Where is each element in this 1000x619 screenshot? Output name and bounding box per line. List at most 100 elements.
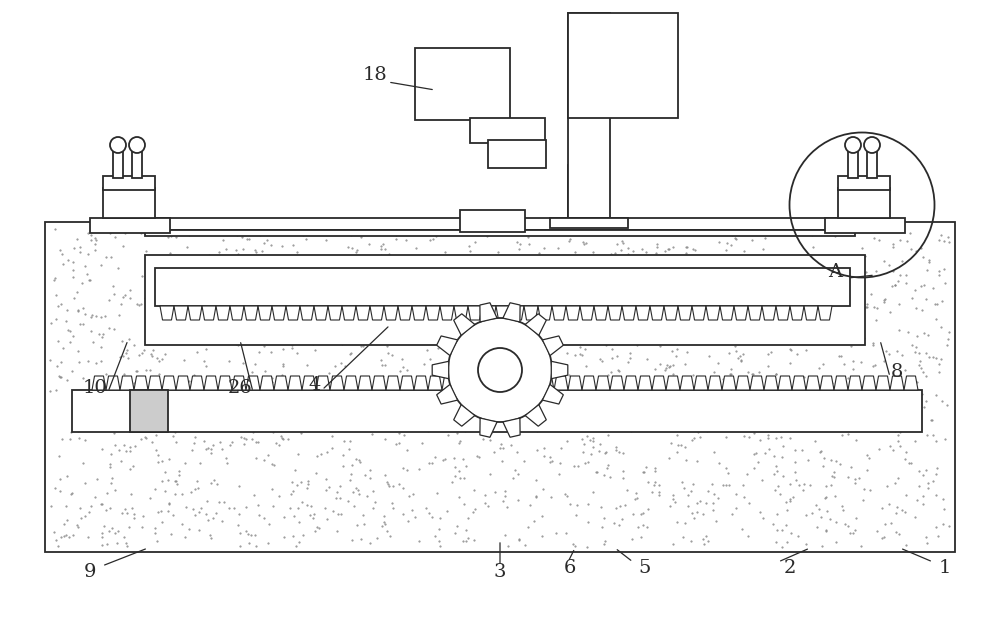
Polygon shape bbox=[437, 384, 458, 404]
Polygon shape bbox=[470, 376, 484, 390]
Polygon shape bbox=[554, 376, 568, 390]
Polygon shape bbox=[652, 376, 666, 390]
Polygon shape bbox=[216, 306, 230, 320]
Polygon shape bbox=[134, 376, 148, 390]
Polygon shape bbox=[792, 376, 806, 390]
Polygon shape bbox=[596, 376, 610, 390]
Polygon shape bbox=[622, 306, 636, 320]
Polygon shape bbox=[551, 361, 568, 379]
Bar bbox=[867, 148, 877, 178]
Polygon shape bbox=[582, 376, 596, 390]
Polygon shape bbox=[525, 405, 546, 426]
Polygon shape bbox=[384, 306, 398, 320]
Polygon shape bbox=[286, 306, 300, 320]
Polygon shape bbox=[428, 376, 442, 390]
Polygon shape bbox=[314, 306, 328, 320]
Polygon shape bbox=[386, 376, 400, 390]
Polygon shape bbox=[638, 376, 652, 390]
Polygon shape bbox=[468, 306, 482, 320]
Polygon shape bbox=[288, 376, 302, 390]
Bar bbox=[460, 210, 525, 232]
Polygon shape bbox=[258, 306, 272, 320]
Polygon shape bbox=[722, 376, 736, 390]
Polygon shape bbox=[804, 306, 818, 320]
Polygon shape bbox=[750, 376, 764, 390]
Polygon shape bbox=[503, 303, 520, 322]
Polygon shape bbox=[218, 376, 232, 390]
Polygon shape bbox=[174, 306, 188, 320]
Text: 6: 6 bbox=[564, 559, 576, 577]
Polygon shape bbox=[608, 306, 622, 320]
Polygon shape bbox=[624, 376, 638, 390]
Bar bbox=[155, 268, 850, 306]
Polygon shape bbox=[106, 376, 120, 390]
Polygon shape bbox=[370, 306, 384, 320]
Polygon shape bbox=[734, 306, 748, 320]
Polygon shape bbox=[190, 376, 204, 390]
Polygon shape bbox=[160, 306, 174, 320]
Polygon shape bbox=[820, 376, 834, 390]
Polygon shape bbox=[316, 376, 330, 390]
Text: 10: 10 bbox=[83, 379, 107, 397]
Polygon shape bbox=[904, 376, 918, 390]
Circle shape bbox=[129, 137, 145, 153]
Polygon shape bbox=[526, 376, 540, 390]
Bar bbox=[488, 140, 546, 168]
Circle shape bbox=[864, 137, 880, 153]
Polygon shape bbox=[437, 336, 458, 355]
Circle shape bbox=[448, 318, 552, 422]
Polygon shape bbox=[706, 306, 720, 320]
Polygon shape bbox=[776, 306, 790, 320]
Bar bbox=[838, 188, 890, 218]
Polygon shape bbox=[510, 306, 524, 320]
Bar bbox=[470, 118, 545, 143]
Polygon shape bbox=[890, 376, 904, 390]
Polygon shape bbox=[566, 306, 580, 320]
Polygon shape bbox=[344, 376, 358, 390]
Polygon shape bbox=[580, 306, 594, 320]
Polygon shape bbox=[498, 376, 512, 390]
Bar bbox=[145, 230, 855, 236]
Polygon shape bbox=[568, 376, 582, 390]
Polygon shape bbox=[202, 306, 216, 320]
Bar bbox=[103, 176, 155, 190]
Bar bbox=[825, 218, 905, 233]
Polygon shape bbox=[330, 376, 344, 390]
Polygon shape bbox=[204, 376, 218, 390]
Polygon shape bbox=[806, 376, 820, 390]
Text: 3: 3 bbox=[494, 563, 506, 581]
Polygon shape bbox=[524, 306, 538, 320]
Polygon shape bbox=[148, 376, 162, 390]
Text: 1: 1 bbox=[939, 559, 951, 577]
Polygon shape bbox=[496, 306, 510, 320]
Polygon shape bbox=[542, 384, 563, 404]
Bar bbox=[45, 222, 955, 552]
Polygon shape bbox=[503, 418, 520, 437]
Text: 18: 18 bbox=[363, 66, 387, 84]
Polygon shape bbox=[414, 376, 428, 390]
Polygon shape bbox=[594, 306, 608, 320]
Bar bbox=[568, 13, 610, 223]
Polygon shape bbox=[876, 376, 890, 390]
Text: 26: 26 bbox=[228, 379, 252, 397]
Bar bbox=[113, 148, 123, 178]
Bar bbox=[103, 188, 155, 218]
Polygon shape bbox=[482, 306, 496, 320]
Polygon shape bbox=[162, 376, 176, 390]
Polygon shape bbox=[328, 306, 342, 320]
Polygon shape bbox=[188, 306, 202, 320]
Bar bbox=[132, 148, 142, 178]
Polygon shape bbox=[862, 376, 876, 390]
Polygon shape bbox=[848, 376, 862, 390]
Polygon shape bbox=[120, 376, 134, 390]
Polygon shape bbox=[260, 376, 274, 390]
Polygon shape bbox=[398, 306, 412, 320]
Polygon shape bbox=[400, 376, 414, 390]
Bar bbox=[145, 255, 865, 345]
Polygon shape bbox=[356, 306, 370, 320]
Polygon shape bbox=[426, 306, 440, 320]
Polygon shape bbox=[736, 376, 750, 390]
Polygon shape bbox=[764, 376, 778, 390]
Polygon shape bbox=[92, 376, 106, 390]
Polygon shape bbox=[540, 376, 554, 390]
